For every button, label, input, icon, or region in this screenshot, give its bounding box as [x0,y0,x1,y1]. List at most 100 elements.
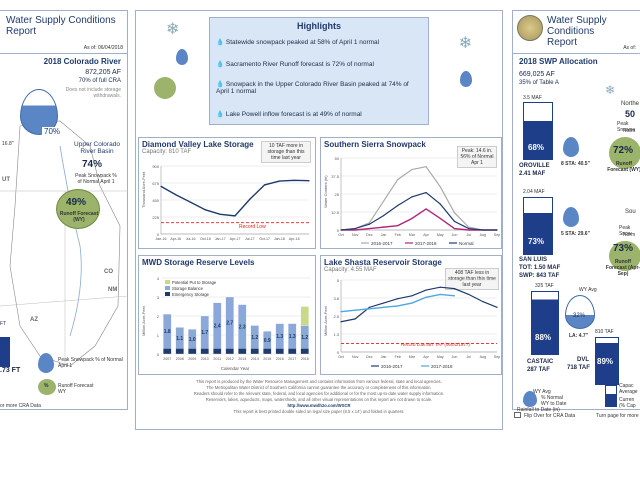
north-pct: 50 [625,109,636,119]
dvl-name: DVL [577,357,589,363]
legend-drop-icon [38,353,54,373]
legend-label: 2016-2017 [381,364,403,369]
flip-over-link[interactable]: Flip Over for CRA Data [524,413,576,419]
left-divider [0,53,127,54]
data-point [175,194,177,196]
x-tick-label: Sep [494,355,500,359]
x-tick-label: Apr [423,233,429,237]
bar-value-label: 1.3 [276,334,283,340]
legend-capac: Capac [619,383,634,389]
data-point [468,226,470,228]
sanluis-tot: TOT: 1.50 MAF [519,265,561,271]
data-point [382,226,385,228]
footer-line: This report is best printed double sided… [233,409,405,414]
legend-swatch [165,286,170,290]
legend-wy-date: WY to Date [541,401,567,407]
right-pct-table: 35% of Table A [519,80,559,86]
bar-segment [225,296,234,349]
x-tick-label: Jul [466,233,471,237]
x-tick-label: May [437,233,444,237]
left-frag-ft: .73 FT [0,367,21,374]
data-point [293,179,295,181]
highlights-title: Highlights [297,21,341,31]
left-temp: 16.8" [2,141,14,147]
turn-page-link[interactable]: Turn page for more [596,413,639,419]
bar-segment [288,323,297,349]
legend-label: Storage Balance [172,286,204,291]
right-header: Water Supply Conditions Report [547,15,640,48]
legend-swatch [165,292,170,296]
colorado-basin-map [0,120,128,367]
x-tick-label: Apr [423,355,429,359]
mwd-seal-logo [517,15,543,41]
data-point [439,293,441,295]
x-tick-label: Nov [352,355,359,359]
south-runoff-label: Runoff Forecast (Apr-Sep) [605,259,640,277]
x-tick-label: Oct [338,233,344,237]
castaic-taf: 287 TAF [527,367,550,373]
left-pct-top: 70% [42,127,63,136]
legend-bag-pct: % [44,383,49,389]
bar-segment [275,323,284,349]
data-point [382,200,385,202]
footer-line: Reservoirs, lakes, aqueducts, maps, wate… [205,397,433,402]
castaic-tank [531,291,559,355]
right-divider [513,53,640,54]
x-tick-label: Jul [466,355,471,359]
right-header-line1: Water Supply Conditions [547,15,607,37]
x-tick-label: Mar [409,355,416,359]
x-tick-label: Jul-16 [186,237,196,241]
bar-segment [238,348,247,355]
highlight-item: 💧 Sacramento River Runoff forecast is 72… [216,60,422,68]
sanluis-swp: SWP: 843 TAF [519,273,560,279]
y-axis-label: Million Acre-Feet [141,305,146,336]
bar-segment [300,306,309,326]
series-line [341,208,497,231]
highlight-item: 💧 Lake Powell inflow forecast is at 49% … [216,110,422,118]
record-low-label: Record Low [239,224,266,230]
sierra-title: Southern Sierra Snowpack [324,140,426,149]
y-axis-label: Water Content (in) [323,175,328,208]
shasta-title: Lake Shasta Reservoir Storage [324,258,442,267]
right-header-line2: Report [547,37,578,48]
bar-segment [200,348,209,355]
highlight-text: Statewide snowpack peaked at 58% of Apri… [225,39,380,46]
x-tick-label: 2011 [213,357,221,361]
x-tick-label: Jul-17 [245,237,255,241]
bar-segment [175,327,184,349]
legend-drop-icon [523,391,537,407]
highlight-text: Lake Powell inflow forecast is at 49% of… [225,111,362,118]
footer: This report is produced by the Water Res… [136,379,502,415]
x-tick-label: Aug [480,355,486,359]
bar-segment [175,348,184,355]
bar-value-label: 1.7 [201,330,208,336]
bar-segment [263,331,272,349]
flip-icon [514,412,521,418]
x-tick-label: Nov [352,233,359,237]
state-label-co: CO [104,269,113,275]
data-point [308,180,310,182]
oroville-tank [523,102,553,160]
north-runoff-label: Runoff Forecast (WY) [607,161,640,173]
data-point [496,306,498,308]
left-pct-cra: 70% of full CRA [78,78,121,84]
dvl-pct: 89% [597,357,614,366]
south-sub2: Norm [623,232,636,238]
data-point [468,227,470,230]
footer-link[interactable]: http://www.mwdh2o.com/WSCR [287,403,351,408]
left-panel: Water Supply Conditions Report As of: 06… [0,10,128,410]
data-point [368,223,370,225]
footer-line: Readers should refer to the relevant sta… [193,391,445,396]
data-point [453,212,456,214]
y-tick-label: 3 [157,295,160,300]
la-pct: 32% [573,313,586,319]
x-tick-label: 2010 [201,357,209,361]
series-line [160,179,310,217]
x-tick-label: 2008 [176,357,184,361]
sanluis-tank [523,197,553,255]
bar-segment [250,325,259,349]
data-point [411,196,413,198]
snowflake-icon-right: ❄ [458,35,472,52]
data-point [397,225,399,227]
x-tick-label: 2012 [226,357,234,361]
